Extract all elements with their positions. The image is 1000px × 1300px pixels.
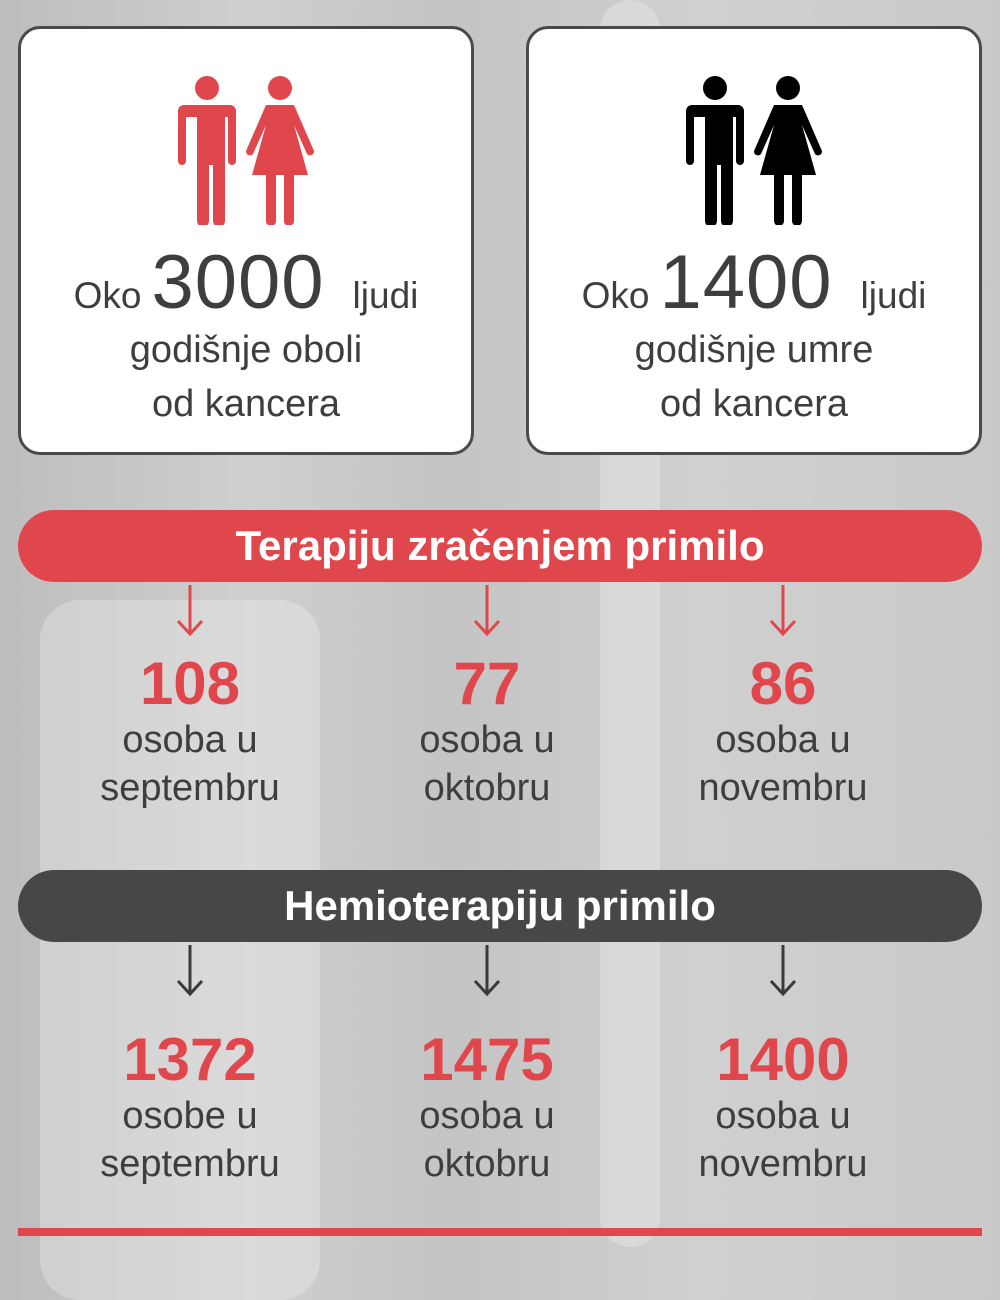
arrow-down-icon <box>473 585 501 637</box>
chemo-header: Hemioterapiju primilo <box>18 870 982 942</box>
stat-item: 1400 osoba u novembru <box>633 1028 933 1188</box>
description-line: od kancera <box>151 383 340 425</box>
arrow-down-icon <box>176 945 204 997</box>
stat-label: osoba u <box>715 1095 851 1137</box>
stat-item: 108 osoba u septembru <box>40 652 340 812</box>
suffix: ljudi <box>352 275 419 316</box>
stat-card: Oko 1400 ljudi godišnje umre od kancera <box>526 26 982 455</box>
woman-icon <box>753 75 823 230</box>
man-icon <box>178 75 236 230</box>
description-line: godišnje oboli <box>129 329 363 371</box>
arrow-down-icon <box>473 945 501 997</box>
description-line: godišnje umre <box>634 329 874 371</box>
prefix: Oko <box>581 275 650 316</box>
stat-month: oktobru <box>423 1143 551 1185</box>
prefix: Oko <box>73 275 142 316</box>
stat-label: osoba u <box>419 719 555 761</box>
stat-label: osoba u <box>419 1095 555 1137</box>
stat-label: osoba u <box>122 719 258 761</box>
people-black-icon <box>529 75 979 230</box>
stat-month: novembru <box>698 767 868 809</box>
stat-item: 86 osoba u novembru <box>633 652 933 812</box>
stat-month: oktobru <box>423 767 551 809</box>
stat-month: septembru <box>100 1143 280 1185</box>
stat-month: septembru <box>100 767 280 809</box>
stat-item: 77 osoba u oktobru <box>337 652 637 812</box>
stat-label: osobe u <box>122 1095 258 1137</box>
stat-number: 1475 <box>420 1026 554 1093</box>
arrow-down-icon <box>769 585 797 637</box>
stat-label: osoba u <box>715 719 851 761</box>
stat-month: novembru <box>698 1143 868 1185</box>
stat-card: Oko 3000 ljudi godišnje oboli od kancera <box>18 26 474 455</box>
radiation-header: Terapiju zračenjem primilo <box>18 510 982 582</box>
man-icon <box>686 75 744 230</box>
stat-number: 86 <box>749 650 817 717</box>
stat-number: 108 <box>139 650 241 717</box>
stat-item: 1475 osoba u oktobru <box>337 1028 637 1188</box>
background-tube <box>40 600 320 1300</box>
stat-item: 1372 osobe u septembru <box>40 1028 340 1188</box>
arrow-down-icon <box>176 585 204 637</box>
bottom-divider <box>18 1228 982 1236</box>
stat-number: 1400 <box>659 240 833 325</box>
woman-icon <box>245 75 315 230</box>
stat-number: 3000 <box>151 240 325 325</box>
description-line: od kancera <box>659 383 848 425</box>
arrow-down-icon <box>769 945 797 997</box>
people-red-icon <box>21 75 471 230</box>
stat-number: 1372 <box>123 1026 257 1093</box>
stat-number: 77 <box>453 650 521 717</box>
stat-number: 1400 <box>716 1026 850 1093</box>
suffix: ljudi <box>860 275 927 316</box>
